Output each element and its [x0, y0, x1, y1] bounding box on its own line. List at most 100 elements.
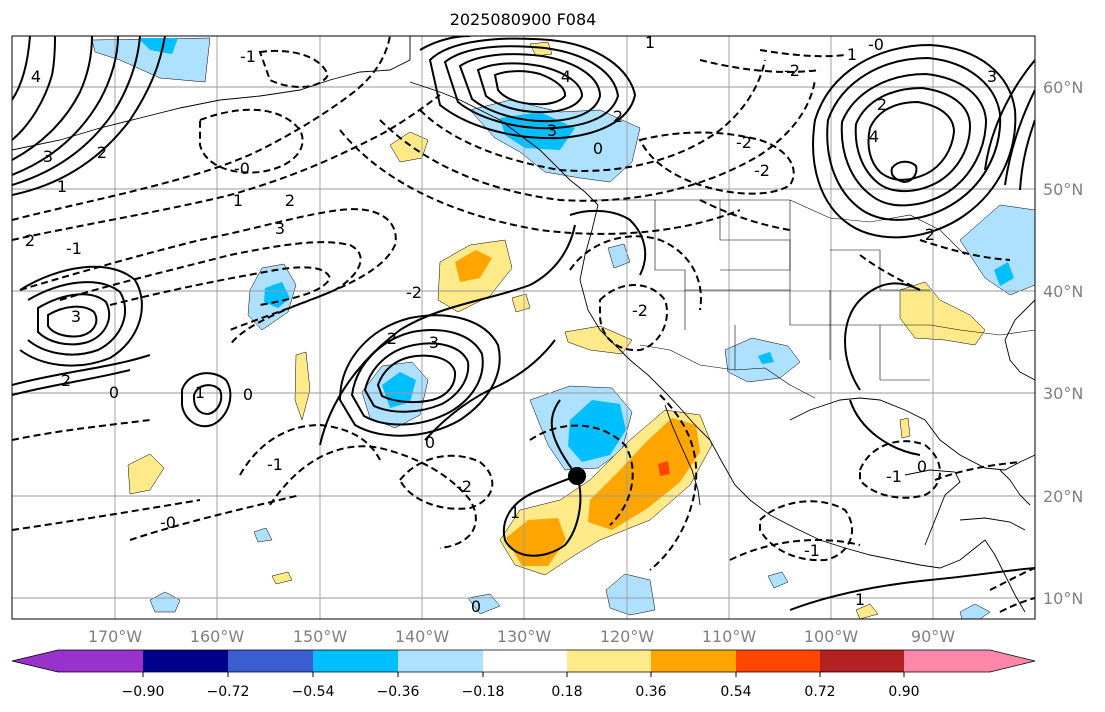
colorbar-swatch [313, 650, 398, 672]
lon-label-100w: 100°W [804, 627, 859, 646]
lon-label-130w: 130°W [497, 627, 552, 646]
contour-label: 3 [71, 307, 81, 326]
contour-label: 0 [471, 597, 481, 616]
contour-label: -2 [754, 161, 770, 180]
lat-label-50n: 50°N [1043, 180, 1083, 199]
contour-label: 4 [869, 127, 879, 146]
contour-label: 2 [97, 143, 107, 162]
contour-label: -1 [886, 467, 902, 486]
lat-label-30n: 30°N [1043, 384, 1083, 403]
colorbar-swatch [398, 650, 483, 672]
contour-label: -2 [736, 133, 752, 152]
contour-label: 3 [275, 219, 285, 238]
shade-pos-018 [389, 131, 429, 163]
contour-label: -1 [267, 455, 283, 474]
shade-pos-018 [511, 293, 531, 313]
colorbar-swatch [904, 650, 990, 672]
contour-label: 0 [243, 385, 253, 404]
colorbar-swatch [651, 650, 736, 672]
shade-neg-036 [994, 262, 1014, 286]
shade-pos-054 [658, 461, 670, 476]
colorbar-tick-label: 0.90 [888, 684, 919, 700]
lon-label-150w: 150°W [293, 627, 348, 646]
shade-pos-018 [855, 603, 879, 619]
longitude-labels: 170°W 160°W 150°W 140°W 130°W 120°W 110°… [88, 627, 955, 646]
contour-label: -2 [406, 283, 422, 302]
contour-label: 3 [43, 147, 53, 166]
lat-label-60n: 60°N [1043, 78, 1083, 97]
lat-label-10n: 10°N [1043, 589, 1083, 608]
shade-neg-018 [959, 603, 991, 619]
lon-label-170w: 170°W [88, 627, 143, 646]
lon-label-110w: 110°W [702, 627, 757, 646]
shade-pos-036 [455, 250, 492, 282]
colorbar-tick-label: 0.18 [551, 684, 582, 700]
contour-label: 0 [109, 383, 119, 402]
contour-labels: 4 3 2 1 -0 1 2 3 -1 2 3 2 0 3 2 1 0 -1 -… [25, 33, 997, 616]
shade-neg-018 [253, 527, 273, 543]
political-borders [598, 199, 1035, 399]
colorbar-extend-high [990, 650, 1035, 672]
contour-label: -2 [784, 61, 800, 80]
contour-label: 4 [561, 67, 571, 86]
shade-neg-018 [605, 573, 656, 616]
shade-pos-018 [294, 351, 311, 421]
map-panel: 4 3 2 1 -0 1 2 3 -1 2 3 2 0 3 2 1 0 -1 -… [11, 33, 1036, 620]
shade-pos-018 [899, 417, 911, 439]
contour-label: -2 [632, 301, 648, 320]
colorbar-tick-label: −0.54 [292, 684, 335, 700]
shade-pos-018 [564, 325, 633, 355]
contour-label: 1 [195, 383, 205, 402]
shade-neg-018 [467, 593, 501, 615]
contour-label: 2 [877, 95, 887, 114]
colorbar-tick-label: 0.54 [720, 684, 751, 700]
shade-pos-018 [127, 453, 165, 495]
colorbar-tick-label: 0.36 [635, 684, 666, 700]
lat-label-20n: 20°N [1043, 487, 1083, 506]
contour-label: 2 [25, 231, 35, 250]
latitude-labels: 60°N 50°N 40°N 30°N 20°N 10°N [1043, 78, 1083, 608]
shade-pos-036 [588, 418, 700, 530]
colorbar: −0.90 −0.72 −0.54 −0.36 −0.18 0.18 0.36 … [11, 649, 1036, 700]
contour-lines [12, 36, 1035, 613]
colorbar-tick-label: 0.72 [804, 684, 835, 700]
shade-neg-018 [767, 571, 789, 589]
contour-label: -1 [804, 541, 820, 560]
shade-neg-036 [264, 282, 290, 308]
contour-label: -2 [456, 477, 472, 496]
colorbar-tick-label: −0.36 [377, 684, 420, 700]
contour-label: 1 [645, 33, 655, 52]
shade-neg-036 [138, 38, 178, 54]
contour-label: 2 [285, 191, 295, 210]
contour-label: 1 [847, 45, 857, 64]
lat-label-40n: 40°N [1043, 282, 1083, 301]
map-title: 2025080900 F084 [450, 10, 597, 29]
contour-label: 2 [61, 371, 71, 390]
map-frame [11, 35, 1036, 620]
contour-label: 2 [613, 107, 623, 126]
shade-neg-036 [568, 400, 626, 462]
colorbar-swatch [58, 650, 143, 672]
shade-pos-018 [271, 571, 293, 585]
shade-neg-018 [91, 37, 211, 83]
colorbar-extend-low [12, 650, 58, 672]
colorbar-swatch [820, 650, 904, 672]
colorbar-swatch [143, 650, 228, 672]
contour-label: 2 [387, 329, 397, 348]
shade-neg-036 [758, 352, 774, 364]
colorbar-tick-label: −0.90 [122, 684, 165, 700]
contour-label: 0 [425, 433, 435, 452]
colorbar-swatch [736, 650, 820, 672]
location-marker-dot [568, 467, 586, 485]
colorbar-swatch [567, 650, 651, 672]
shade-neg-018 [149, 591, 181, 613]
contour-label: -1 [66, 239, 82, 258]
contour-label: 3 [429, 333, 439, 352]
contour-label: -0 [160, 513, 176, 532]
colorbar-swatch [228, 650, 313, 672]
contour-label: 1 [233, 191, 243, 210]
contour-label: 3 [987, 67, 997, 86]
contour-label: 3 [547, 121, 557, 140]
lon-label-160w: 160°W [190, 627, 245, 646]
